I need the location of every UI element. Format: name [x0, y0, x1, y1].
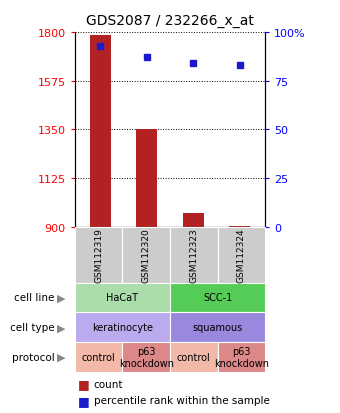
- Text: keratinocyte: keratinocyte: [92, 323, 153, 332]
- Text: SCC-1: SCC-1: [203, 293, 232, 303]
- Text: p63
knockdown: p63 knockdown: [214, 347, 269, 368]
- Text: cell line: cell line: [14, 293, 54, 303]
- Text: control: control: [177, 352, 211, 362]
- Text: GSM112319: GSM112319: [94, 228, 103, 282]
- Text: percentile rank within the sample: percentile rank within the sample: [94, 395, 269, 405]
- Bar: [183, 213, 204, 227]
- Text: ▶: ▶: [57, 352, 65, 362]
- Bar: [136, 130, 157, 227]
- Text: GSM112323: GSM112323: [189, 228, 198, 282]
- Text: GSM112324: GSM112324: [237, 228, 246, 282]
- Text: control: control: [82, 352, 116, 362]
- Bar: [90, 36, 111, 227]
- Text: GSM112320: GSM112320: [142, 228, 151, 282]
- Text: p63
knockdown: p63 knockdown: [119, 347, 174, 368]
- Text: ■: ■: [78, 394, 90, 407]
- Text: squamous: squamous: [192, 323, 243, 332]
- Text: HaCaT: HaCaT: [106, 293, 138, 303]
- Text: ▶: ▶: [57, 323, 65, 332]
- Text: ■: ■: [78, 377, 90, 390]
- Text: ▶: ▶: [57, 293, 65, 303]
- Text: cell type: cell type: [10, 323, 54, 332]
- Text: protocol: protocol: [12, 352, 54, 362]
- Text: GDS2087 / 232266_x_at: GDS2087 / 232266_x_at: [86, 14, 254, 28]
- Text: count: count: [94, 379, 123, 389]
